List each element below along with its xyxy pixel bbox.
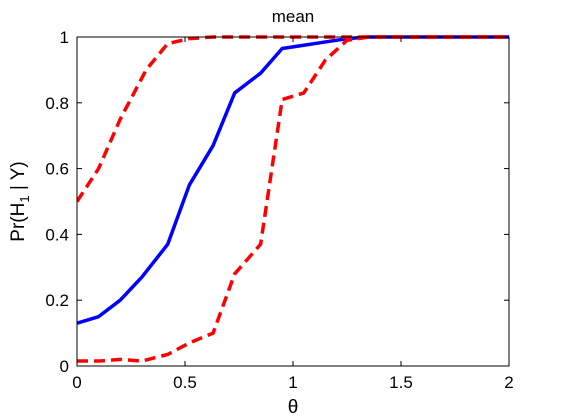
y-axis-label-subscript: 1 bbox=[17, 195, 32, 202]
y-axis-label: Pr(H1 | Y) bbox=[8, 161, 32, 241]
chart-title: mean bbox=[272, 7, 315, 26]
y-tick-label: 0.4 bbox=[45, 225, 69, 244]
y-tick-label: 0.2 bbox=[45, 291, 69, 310]
y-tick-label: 0.8 bbox=[45, 94, 69, 113]
x-tick-label: 0 bbox=[72, 373, 81, 392]
y-axis-label-main: Pr(H bbox=[8, 203, 29, 242]
y-axis-label-rest: | Y) bbox=[8, 161, 29, 195]
tick-layer: 0 0.5 1 1.5 2 0 0.2 0.4 0.6 0.8 1 bbox=[45, 28, 513, 392]
series-line-1 bbox=[77, 35, 509, 325]
x-tick-label: 2 bbox=[504, 373, 513, 392]
x-axis-label: θ bbox=[288, 397, 299, 418]
y-tick-label: 0 bbox=[60, 357, 69, 376]
x-tick-label: 1 bbox=[288, 373, 297, 392]
series-line-3 bbox=[77, 35, 509, 363]
y-tick-label: 1 bbox=[60, 28, 69, 47]
x-tick-label: 0.5 bbox=[173, 373, 197, 392]
y-tick-label: 0.6 bbox=[45, 160, 69, 179]
x-tick-label: 1.5 bbox=[389, 373, 413, 392]
